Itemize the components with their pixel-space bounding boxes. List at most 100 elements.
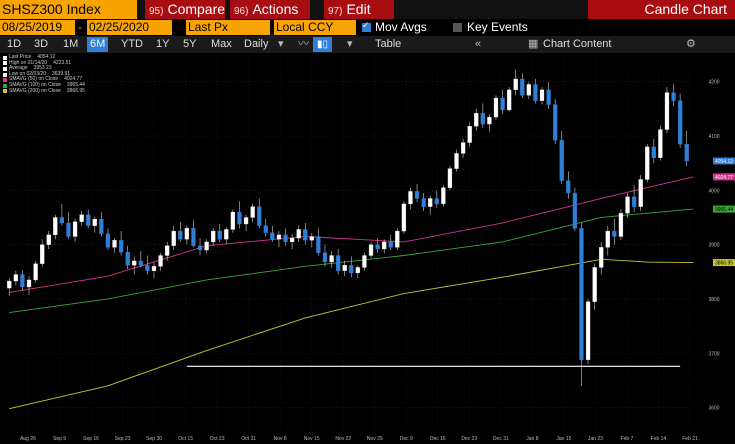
candle-body[interactable] <box>500 97 505 111</box>
candle-body[interactable] <box>204 241 209 251</box>
candle-body[interactable] <box>217 230 222 240</box>
chart-content-icon[interactable]: ▦ <box>528 38 539 50</box>
candle-body[interactable] <box>441 187 446 205</box>
candle-body[interactable] <box>375 244 380 250</box>
candle-body[interactable] <box>296 229 301 239</box>
table-button[interactable]: Table <box>375 38 402 50</box>
candle-body[interactable] <box>579 228 584 360</box>
candle-body[interactable] <box>539 89 545 101</box>
candle-body[interactable] <box>224 229 229 240</box>
candle-body[interactable] <box>145 265 150 271</box>
candle-body[interactable] <box>474 113 479 127</box>
candle-body[interactable] <box>46 234 51 245</box>
candle-body[interactable] <box>651 146 656 158</box>
candle-body[interactable] <box>72 221 78 237</box>
candle-body[interactable] <box>362 255 367 268</box>
candle-body[interactable] <box>467 126 472 143</box>
mov-avgs-label[interactable]: Mov Avgs <box>375 20 427 34</box>
candle-body[interactable] <box>211 230 216 243</box>
candle-body[interactable] <box>289 237 295 243</box>
timeframe-max[interactable]: Max <box>211 38 232 50</box>
candle-body[interactable] <box>513 78 518 91</box>
candle-body[interactable] <box>599 247 604 268</box>
timeframe-1y[interactable]: 1Y <box>156 38 170 50</box>
timeframe-1m[interactable]: 1M <box>63 38 79 50</box>
candle-body[interactable] <box>658 129 663 158</box>
candle-body[interactable] <box>79 214 84 222</box>
timeframe-ytd[interactable]: YTD <box>121 38 143 50</box>
candle-body[interactable] <box>349 265 354 274</box>
candle-body[interactable] <box>382 241 387 250</box>
candle-body[interactable] <box>26 279 32 288</box>
candle-body[interactable] <box>572 192 578 229</box>
gear-icon[interactable]: ⚙ <box>686 38 696 50</box>
candle-body[interactable] <box>40 244 45 264</box>
candle-body[interactable] <box>526 84 531 96</box>
frequency-select[interactable]: Daily <box>244 38 269 50</box>
candle-body[interactable] <box>99 218 104 234</box>
candle-body[interactable] <box>59 217 65 224</box>
chart-content-button[interactable]: Chart Content <box>543 38 612 50</box>
candle-body[interactable] <box>105 233 111 248</box>
candle-body[interactable] <box>684 144 689 162</box>
candle-body[interactable] <box>336 255 341 271</box>
candle-body[interactable] <box>671 92 676 101</box>
candle-body[interactable] <box>638 179 643 207</box>
candle-body[interactable] <box>303 229 308 241</box>
candle-body[interactable] <box>250 206 255 218</box>
start-date-field[interactable]: 08/25/2019 <box>0 20 75 35</box>
candle-body[interactable] <box>184 228 189 240</box>
end-date-field[interactable]: 02/25/2020 <box>87 20 172 35</box>
candle-body[interactable] <box>151 266 157 271</box>
timeframe-3d[interactable]: 3D <box>34 38 49 50</box>
chevron-down-icon[interactable]: ▾ <box>278 38 284 50</box>
candle-body[interactable] <box>138 260 143 266</box>
candle-body[interactable] <box>480 113 485 125</box>
candle-body[interactable] <box>368 244 374 256</box>
candle-body[interactable] <box>553 104 558 141</box>
timeframe-5y[interactable]: 5Y <box>183 38 197 50</box>
candle-body[interactable] <box>664 92 670 130</box>
candle-body[interactable] <box>178 230 183 240</box>
candle-body[interactable] <box>447 168 453 188</box>
candle-body[interactable] <box>388 241 393 248</box>
candle-type-icon[interactable]: ▮▯ <box>313 37 332 52</box>
candle-chart[interactable]: 3600 3700 3800 3900 4000 4100 4200 4054.12 4024.… <box>0 53 735 444</box>
candle-body[interactable] <box>605 230 610 248</box>
candle-body[interactable] <box>678 100 683 145</box>
candle-body[interactable] <box>132 260 137 266</box>
key-events-label[interactable]: Key Events <box>467 20 528 34</box>
candle-body[interactable] <box>283 234 288 243</box>
candle-body[interactable] <box>546 89 551 105</box>
candle-body[interactable] <box>434 198 439 205</box>
candle-body[interactable] <box>191 228 196 246</box>
timeframe-1d[interactable]: 1D <box>7 38 22 50</box>
candle-body[interactable] <box>92 218 97 226</box>
collapse-left-icon[interactable]: « <box>475 38 482 50</box>
candle-body[interactable] <box>237 211 242 225</box>
candle-body[interactable] <box>612 230 617 237</box>
candle-body[interactable] <box>566 180 571 194</box>
candle-body[interactable] <box>487 116 492 125</box>
candle-body[interactable] <box>270 232 275 240</box>
candle-body[interactable] <box>395 230 400 248</box>
candle-body[interactable] <box>197 245 203 251</box>
candle-body[interactable] <box>401 203 407 232</box>
candle-body[interactable] <box>421 198 426 207</box>
candle-body[interactable] <box>13 274 18 282</box>
candle-body[interactable] <box>454 153 459 169</box>
candle-body[interactable] <box>408 191 413 205</box>
candle-body[interactable] <box>316 236 321 253</box>
candle-body[interactable] <box>230 211 236 230</box>
candle-body[interactable] <box>533 84 538 101</box>
candle-body[interactable] <box>507 89 512 111</box>
candle-body[interactable] <box>112 240 117 248</box>
candle-body[interactable] <box>414 191 420 199</box>
compare-menu-button[interactable]: 95) Compare <box>145 0 225 19</box>
candle-body[interactable] <box>165 245 170 256</box>
chevron-down-icon[interactable]: ▾ <box>347 38 353 50</box>
timeframe-6m[interactable]: 6M <box>87 37 109 52</box>
candle-body[interactable] <box>592 267 597 302</box>
candle-body[interactable] <box>276 234 282 240</box>
candle-body[interactable] <box>559 140 564 181</box>
